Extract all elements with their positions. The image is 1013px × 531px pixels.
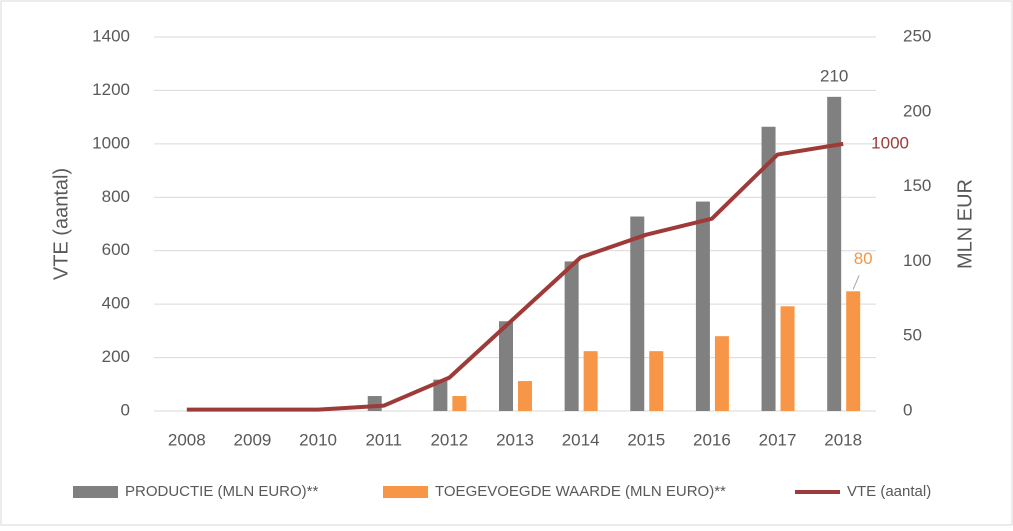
- bar: [367, 396, 382, 411]
- legend-label: PRODUCTIE (MLN EURO)**: [125, 483, 319, 500]
- bar: [630, 216, 645, 411]
- legend-swatch: [383, 486, 428, 498]
- bar: [649, 351, 664, 411]
- bar: [695, 201, 710, 411]
- bar: [780, 306, 795, 411]
- x-tick-label: 2009: [234, 430, 272, 449]
- bar: [499, 321, 513, 411]
- x-tick-label: 2018: [824, 430, 862, 449]
- y2-axis-title: MLN EUR: [954, 179, 976, 269]
- x-tick-label: 2015: [627, 430, 665, 449]
- y2-tick-label: 200: [903, 101, 931, 120]
- data-label: 210: [820, 66, 848, 85]
- leader-line: [852, 275, 860, 290]
- bar: [583, 351, 598, 411]
- x-tick-label: 2011: [365, 430, 402, 449]
- x-tick-label: 2017: [759, 430, 797, 449]
- y-tick-label: 600: [102, 240, 130, 259]
- y2-tick-label: 250: [903, 26, 931, 45]
- y-axis-title: VTE (aantal): [50, 168, 72, 280]
- bar: [518, 381, 532, 411]
- bar: [714, 336, 729, 411]
- y2-tick-label: 0: [903, 400, 912, 419]
- y-tick-label: 400: [102, 294, 130, 313]
- x-tick-label: 2013: [496, 430, 534, 449]
- data-label: 1000: [871, 133, 909, 152]
- bar: [433, 379, 448, 411]
- y-tick-label: 0: [121, 400, 130, 419]
- x-tick-label: 2014: [562, 430, 600, 449]
- legend-swatch: [73, 486, 118, 498]
- bar: [452, 396, 467, 411]
- x-tick-label: 2012: [430, 430, 468, 449]
- y-tick-label: 200: [102, 347, 130, 366]
- x-tick-label: 2008: [168, 430, 206, 449]
- y2-tick-label: 100: [903, 251, 931, 270]
- y2-tick-label: 50: [903, 326, 922, 345]
- legend-label: TOEGEVOEGDE WAARDE (MLN EURO)**: [435, 483, 726, 500]
- data-label: 80: [854, 249, 873, 268]
- x-tick-label: 2016: [693, 430, 731, 449]
- bar: [846, 291, 861, 411]
- y-tick-label: 1400: [92, 26, 130, 45]
- y-tick-label: 1200: [92, 80, 130, 99]
- y-tick-label: 800: [102, 187, 130, 206]
- line: [186, 141, 844, 412]
- bar: [761, 126, 776, 411]
- y-tick-label: 1000: [92, 133, 130, 152]
- x-tick-label: 2010: [299, 430, 337, 449]
- y2-tick-label: 150: [903, 176, 931, 195]
- bar: [564, 261, 579, 411]
- bar: [827, 96, 842, 411]
- legend-label: VTE (aantal): [847, 483, 931, 500]
